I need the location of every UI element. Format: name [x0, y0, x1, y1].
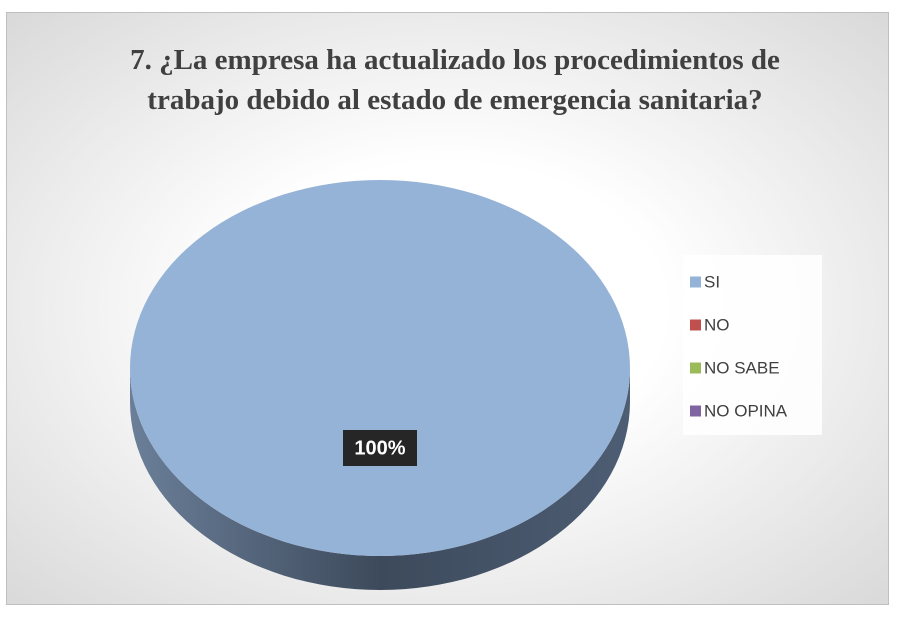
pie-side [130, 368, 630, 590]
chart-title: 7. ¿La empresa ha actualizado los proced… [130, 44, 780, 116]
legend-box [683, 255, 822, 435]
legend-label: NO [704, 315, 730, 334]
legend-swatch [690, 319, 701, 331]
legend-label: NO OPINA [704, 401, 788, 420]
legend-label: SI [704, 272, 720, 291]
data-label: 100% [354, 437, 405, 459]
legend-label: NO SABE [704, 358, 780, 377]
pie-slice [130, 180, 630, 556]
legend-swatch [690, 362, 701, 374]
legend-swatch [690, 276, 701, 288]
data-label-box [343, 430, 417, 466]
legend-swatch [690, 405, 701, 417]
